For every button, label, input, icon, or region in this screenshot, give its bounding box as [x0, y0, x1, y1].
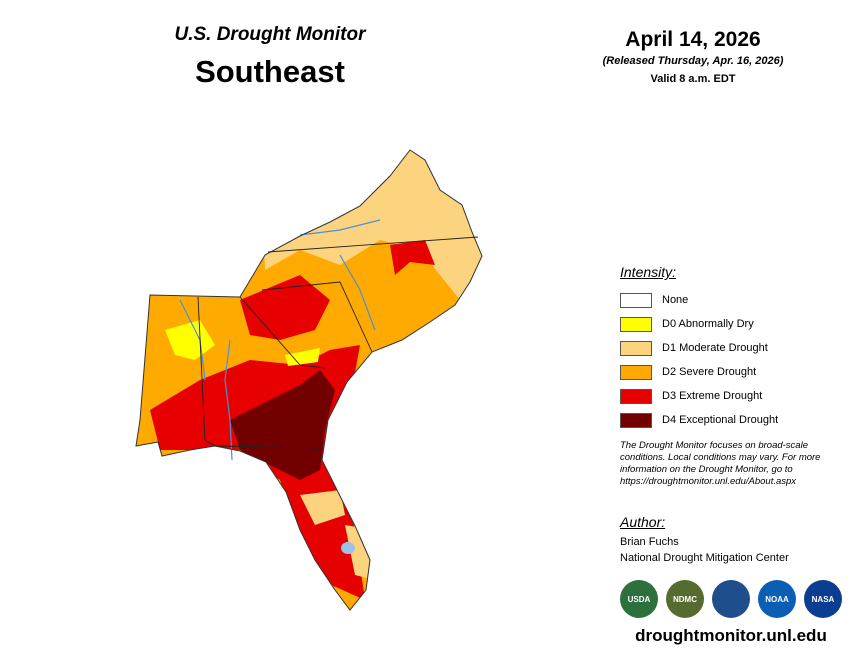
- release-date: (Released Thursday, Apr. 16, 2026): [602, 55, 784, 67]
- legend-label: D0 Abnormally Dry: [662, 318, 754, 330]
- region-outline: [135, 149, 483, 611]
- legend-swatch: [620, 340, 652, 356]
- logo: NDMC: [666, 580, 704, 618]
- map-subtitle: U.S. Drought Monitor: [174, 24, 366, 45]
- river: [339, 254, 376, 331]
- state-borders: [197, 236, 479, 449]
- author-name: Brian Fuchs: [620, 536, 679, 548]
- legend-swatch: [620, 412, 652, 428]
- legend-item: D0 Abnormally Dry: [620, 312, 778, 336]
- state-border: [239, 296, 326, 369]
- legend-label: D2 Severe Drought: [662, 366, 757, 378]
- author-title: Author:: [620, 514, 666, 530]
- map-title: Southeast: [195, 54, 345, 89]
- legend-item: D3 Extreme Drought: [620, 384, 778, 408]
- note: The Drought Monitor focuses on broad-sca…: [620, 440, 821, 487]
- drought-area: [230, 370, 335, 480]
- drought-areas: [136, 150, 482, 610]
- legend-swatch: [620, 292, 652, 308]
- author-org: National Drought Mitigation Center: [620, 552, 789, 564]
- legend: None D0 Abnormally Dry D1 Moderate Drought…: [620, 288, 778, 432]
- logo: [712, 580, 750, 618]
- drought-area: [240, 275, 330, 340]
- legend-label: None: [662, 294, 689, 306]
- drought-area: [300, 490, 345, 525]
- logo: NASA: [804, 580, 842, 618]
- legend-item: D1 Moderate Drought: [620, 336, 778, 360]
- state-border: [261, 281, 373, 353]
- logo: USDA: [620, 580, 658, 618]
- site-url[interactable]: droughtmonitor.unl.edu: [635, 626, 827, 645]
- legend-swatch: [620, 316, 652, 332]
- legend-label: D4 Exceptional Drought: [662, 414, 779, 426]
- legend-item: None: [620, 288, 778, 312]
- state-border: [204, 439, 321, 449]
- drought-area: [285, 348, 320, 366]
- drought-map: [135, 149, 483, 611]
- river: [224, 339, 233, 461]
- map-date: April 14, 2026: [625, 28, 761, 51]
- logo: NOAA: [758, 580, 796, 618]
- valid-time: Valid 8 a.m. EDT: [650, 73, 736, 85]
- legend-swatch: [620, 388, 652, 404]
- drought-area: [165, 320, 215, 360]
- logos: USDA NDMC NOAA NASA: [620, 580, 842, 618]
- legend-item: D2 Severe Drought: [620, 360, 778, 384]
- legend-label: D3 Extreme Drought: [662, 390, 763, 402]
- lake: [341, 542, 355, 554]
- legend-swatch: [620, 364, 652, 380]
- state-border: [197, 296, 206, 441]
- rivers: [179, 219, 381, 461]
- state-border: [267, 236, 479, 253]
- river: [299, 219, 381, 236]
- legend-item: D4 Exceptional Drought: [620, 408, 778, 432]
- drought-area: [390, 240, 435, 275]
- legend-title: Intensity:: [620, 264, 677, 280]
- legend-label: D1 Moderate Drought: [662, 342, 768, 354]
